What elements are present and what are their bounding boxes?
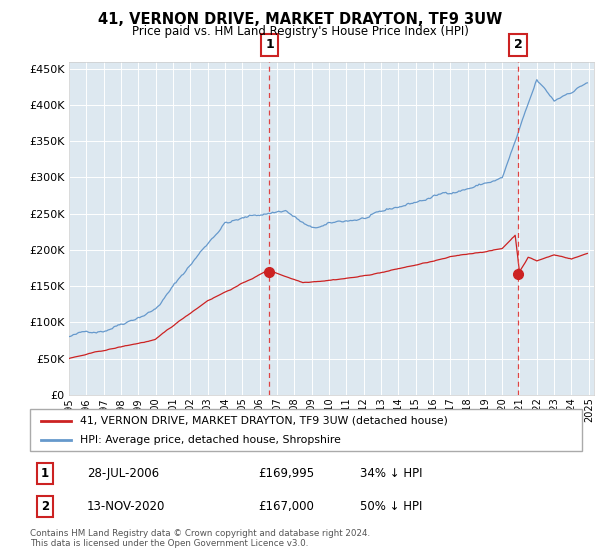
Text: 28-JUL-2006: 28-JUL-2006 [87, 466, 159, 480]
Text: 41, VERNON DRIVE, MARKET DRAYTON, TF9 3UW: 41, VERNON DRIVE, MARKET DRAYTON, TF9 3U… [98, 12, 502, 27]
Text: 13-NOV-2020: 13-NOV-2020 [87, 500, 166, 514]
Text: 41, VERNON DRIVE, MARKET DRAYTON, TF9 3UW (detached house): 41, VERNON DRIVE, MARKET DRAYTON, TF9 3U… [80, 416, 448, 426]
Text: 50% ↓ HPI: 50% ↓ HPI [360, 500, 422, 514]
Text: Contains HM Land Registry data © Crown copyright and database right 2024.: Contains HM Land Registry data © Crown c… [30, 529, 370, 538]
Text: £167,000: £167,000 [258, 500, 314, 514]
Text: Price paid vs. HM Land Registry's House Price Index (HPI): Price paid vs. HM Land Registry's House … [131, 25, 469, 39]
Text: £169,995: £169,995 [258, 466, 314, 480]
FancyBboxPatch shape [30, 409, 582, 451]
Text: 2: 2 [514, 38, 523, 52]
Text: This data is licensed under the Open Government Licence v3.0.: This data is licensed under the Open Gov… [30, 539, 308, 548]
Text: 2: 2 [41, 500, 49, 514]
Text: 1: 1 [265, 38, 274, 52]
Text: 1: 1 [41, 466, 49, 480]
Text: 34% ↓ HPI: 34% ↓ HPI [360, 466, 422, 480]
Text: HPI: Average price, detached house, Shropshire: HPI: Average price, detached house, Shro… [80, 435, 341, 445]
